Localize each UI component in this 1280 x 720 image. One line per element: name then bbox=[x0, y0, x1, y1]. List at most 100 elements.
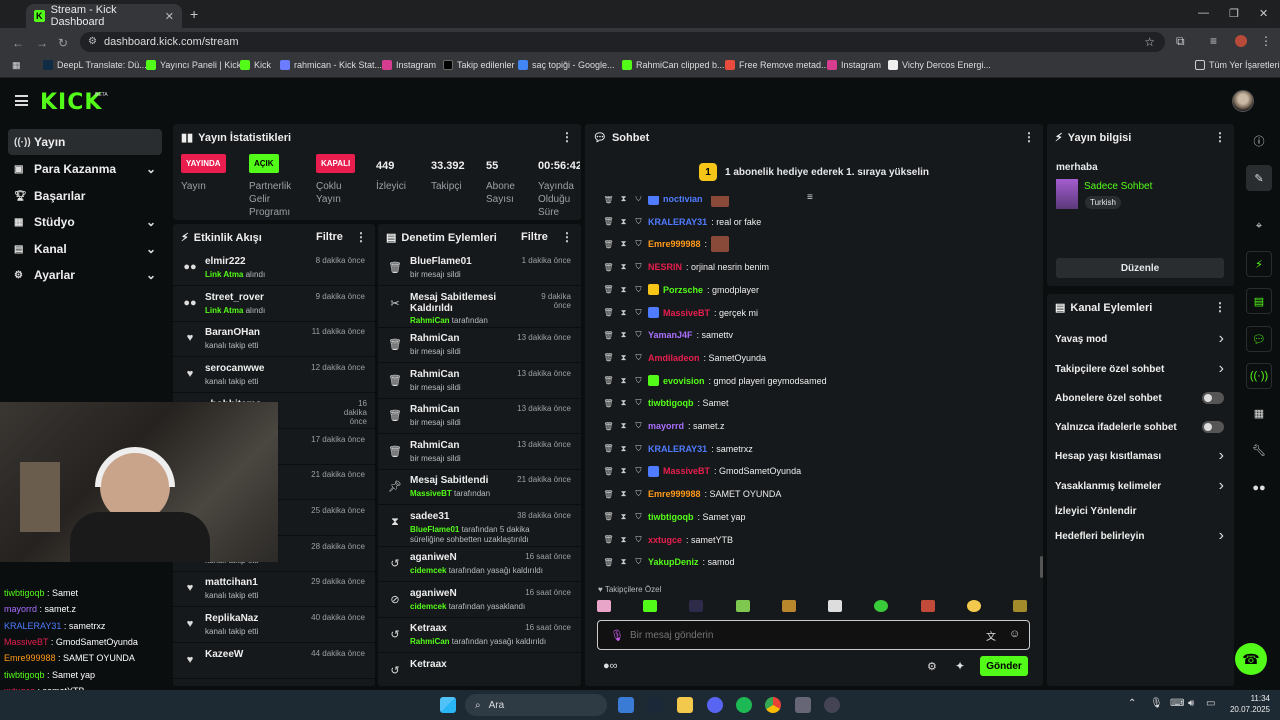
all-bookmarks[interactable]: Tüm Yer İşaretleri bbox=[1195, 60, 1280, 70]
edit-button[interactable]: Düzenle bbox=[1056, 258, 1224, 278]
emote-icon[interactable] bbox=[1012, 600, 1027, 612]
shield-icon[interactable]: ⛉ bbox=[635, 466, 642, 476]
clock[interactable]: 11:34 20.07.2025 bbox=[1229, 694, 1270, 714]
moderation-row[interactable]: 🗑︎ RahmiCan bir mesajı sildi 13 dakika önce bbox=[378, 398, 581, 434]
info-icon[interactable]: ⓘ bbox=[1253, 136, 1265, 148]
timeout-icon[interactable]: ⧗ bbox=[620, 466, 627, 476]
chat-message[interactable]: 🗑︎ ⧗ ⛉ Porzsche: gmodplayer bbox=[585, 279, 1043, 301]
trash-icon[interactable]: 🗑︎ bbox=[603, 557, 614, 567]
shield-icon[interactable]: ⛉ bbox=[635, 489, 642, 499]
chat-message[interactable]: 🗑︎ ⧗ ⛉ xxtugce: sametYTB bbox=[585, 529, 1043, 551]
trash-icon[interactable]: 🗑︎ bbox=[603, 466, 614, 476]
toggle-switch[interactable] bbox=[1202, 392, 1224, 404]
browser-menu-icon[interactable]: ⋮ bbox=[1260, 34, 1272, 48]
broadcast-icon[interactable]: ((·)) bbox=[1246, 363, 1272, 389]
trash-icon[interactable]: 🗑︎ bbox=[603, 217, 614, 227]
chat-message[interactable]: 🗑︎ ⧗ ⛉ MassiveBT: gerçek mi bbox=[585, 302, 1043, 324]
chat-username[interactable]: YakupDeniz bbox=[648, 557, 699, 568]
timeout-icon[interactable]: ⧗ bbox=[620, 489, 627, 499]
nav-ayarlar[interactable]: ⚙ Ayarlar ⌄ bbox=[14, 268, 156, 282]
forward-icon[interactable]: → bbox=[36, 36, 48, 50]
taskbar-search[interactable]: ⌕ Ara bbox=[465, 694, 607, 716]
timeout-icon[interactable]: ⧗ bbox=[620, 307, 627, 317]
wrench-icon[interactable]: 🔧︎ bbox=[1252, 444, 1266, 457]
bookmark-item[interactable]: DeepL Translate: Dü... bbox=[43, 60, 147, 70]
activity-row[interactable]: ●● elmir222 Link Atma alındı 8 dakika önce bbox=[173, 250, 375, 286]
trash-icon[interactable]: 🗑︎ bbox=[603, 308, 614, 317]
trash-icon[interactable]: 🗑︎ bbox=[603, 196, 614, 204]
bookmark-item[interactable]: Free Remove metad... bbox=[725, 60, 829, 70]
nav-yayin[interactable]: ((·)) Yayın bbox=[8, 129, 162, 155]
shield-icon[interactable]: ⛉ bbox=[635, 511, 642, 521]
chat-message[interactable]: 🗑︎ ⧗ ⛉ MassiveBT: GmodSametOyunda bbox=[585, 460, 1043, 482]
app-icon[interactable] bbox=[795, 697, 811, 713]
chat-username[interactable]: Porzsche bbox=[663, 284, 704, 295]
new-tab-icon[interactable]: + bbox=[190, 6, 199, 22]
channel-action-row[interactable]: Takipçilere özel sohbet bbox=[1055, 364, 1165, 375]
emote-icon[interactable] bbox=[735, 600, 750, 612]
folder-icon[interactable] bbox=[677, 697, 693, 713]
bookmark-item[interactable]: Instagram bbox=[827, 60, 881, 70]
emote-icon[interactable] bbox=[643, 600, 658, 612]
nav-kanal[interactable]: ▤ Kanal ⌄ bbox=[14, 242, 156, 256]
chat-username[interactable]: evovision bbox=[663, 375, 705, 386]
chat-username[interactable]: xxtugce bbox=[648, 534, 683, 545]
bookmark-item[interactable]: Takip edilenler bbox=[443, 60, 515, 70]
emote-icon[interactable] bbox=[828, 600, 843, 612]
chat-settings-icon[interactable]: ⚙ bbox=[927, 661, 937, 673]
discord-icon[interactable] bbox=[707, 697, 723, 713]
chat-message[interactable]: 🗑︎ ⧗ ⛉ Amdiladeon: SametOyunda bbox=[585, 347, 1043, 369]
bookmark-item[interactable]: RahmiCan clipped b... bbox=[622, 60, 725, 70]
bookmark-item[interactable]: Yayıncı Paneli | Kick bbox=[146, 60, 241, 70]
kick-logo[interactable]: KICK bbox=[40, 90, 103, 115]
shield-icon[interactable]: ⛉ bbox=[635, 557, 642, 567]
timeout-icon[interactable]: ⧗ bbox=[620, 398, 627, 408]
timeout-icon[interactable]: ⧗ bbox=[620, 196, 627, 203]
chat-bubble-icon[interactable]: 💬︎ bbox=[1246, 326, 1272, 352]
chat-message[interactable]: 🗑︎ ⧗ ⛉ Emre999988: bbox=[585, 233, 1043, 255]
channel-action-row[interactable]: Hedefleri belirleyin bbox=[1055, 531, 1145, 542]
chat-message[interactable]: 🗑︎ ⧗ ⛉ KRALERAY31: real or fake bbox=[585, 211, 1043, 233]
shield-icon[interactable]: ⛉ bbox=[635, 330, 642, 340]
minimize-icon[interactable]: — bbox=[1198, 7, 1209, 19]
chat-input[interactable] bbox=[630, 627, 970, 643]
chat-scrollbar[interactable] bbox=[1040, 556, 1043, 578]
emote-icon[interactable] bbox=[781, 600, 796, 612]
trash-icon[interactable]: 🗑︎ bbox=[603, 239, 614, 249]
mic-icon[interactable]: 🎙︎ bbox=[610, 630, 624, 642]
chat-message[interactable]: 🗑︎ ⧗ ⛉ Emre999988: SAMET OYUNDA bbox=[585, 483, 1043, 505]
trash-icon[interactable]: 🗑︎ bbox=[603, 376, 614, 386]
chat-username[interactable]: KRALERAY31 bbox=[648, 216, 708, 227]
chat-message[interactable]: 🗑︎ ⧗ ⛉ NESRIN: orjinal nesrin benim bbox=[585, 256, 1043, 278]
clipboard-icon[interactable]: ▤ bbox=[1246, 288, 1272, 314]
media-icon[interactable]: ≡ bbox=[1210, 34, 1218, 48]
activity-row[interactable]: ♥ BaranOHan kanalı takip etti 11 dakika önc… bbox=[173, 321, 375, 358]
more-icon[interactable]: ⋮ bbox=[355, 230, 367, 244]
moderation-row[interactable]: ⊘ aganiweN cidemcek tarafından yasaklandı 1… bbox=[378, 582, 581, 618]
moderation-filter-button[interactable]: Filtre bbox=[521, 231, 548, 243]
files-app-icon[interactable] bbox=[618, 697, 634, 713]
more-icon[interactable]: ⋮ bbox=[1214, 130, 1226, 144]
chat-input-box[interactable]: 🎙︎ 文 ☺ bbox=[597, 620, 1030, 650]
chat-message[interactable]: 🗑︎ ⧗ ⛉ noctivian bbox=[585, 196, 1043, 210]
window-close-icon[interactable]: ✕ bbox=[1259, 8, 1269, 20]
activity-filter-button[interactable]: Filtre bbox=[316, 231, 343, 243]
emote-icon[interactable] bbox=[966, 600, 981, 612]
pinned-toggle-icon[interactable]: ≡ bbox=[807, 192, 813, 203]
more-icon[interactable]: ⋮ bbox=[1214, 300, 1226, 314]
chat-message[interactable]: 🗑︎ ⧗ ⛉ tiwbtigoqb: Samet bbox=[585, 392, 1043, 414]
support-icon[interactable]: ☎ bbox=[1235, 643, 1267, 675]
activity-row[interactable]: ♥ ReplikaNaz kanalı takip etti 40 dakika ön… bbox=[173, 607, 375, 643]
chat-username[interactable]: KRALERAY31 bbox=[648, 443, 708, 454]
toggle-switch[interactable] bbox=[1202, 421, 1224, 433]
shield-icon[interactable]: ⛉ bbox=[635, 421, 642, 430]
battery-icon[interactable]: ▭ bbox=[1206, 698, 1216, 709]
trash-icon[interactable]: 🗑︎ bbox=[603, 489, 614, 499]
profile-icon[interactable] bbox=[1235, 35, 1247, 47]
timeout-icon[interactable]: ⧗ bbox=[620, 557, 627, 567]
trash-icon[interactable]: 🗑︎ bbox=[603, 512, 614, 522]
moderation-row[interactable]: ↺ Ketraax bbox=[378, 653, 581, 687]
shield-icon[interactable]: ⛉ bbox=[635, 352, 642, 362]
user-avatar[interactable] bbox=[1232, 90, 1254, 112]
scan-icon[interactable]: ⌖ bbox=[1255, 219, 1263, 232]
